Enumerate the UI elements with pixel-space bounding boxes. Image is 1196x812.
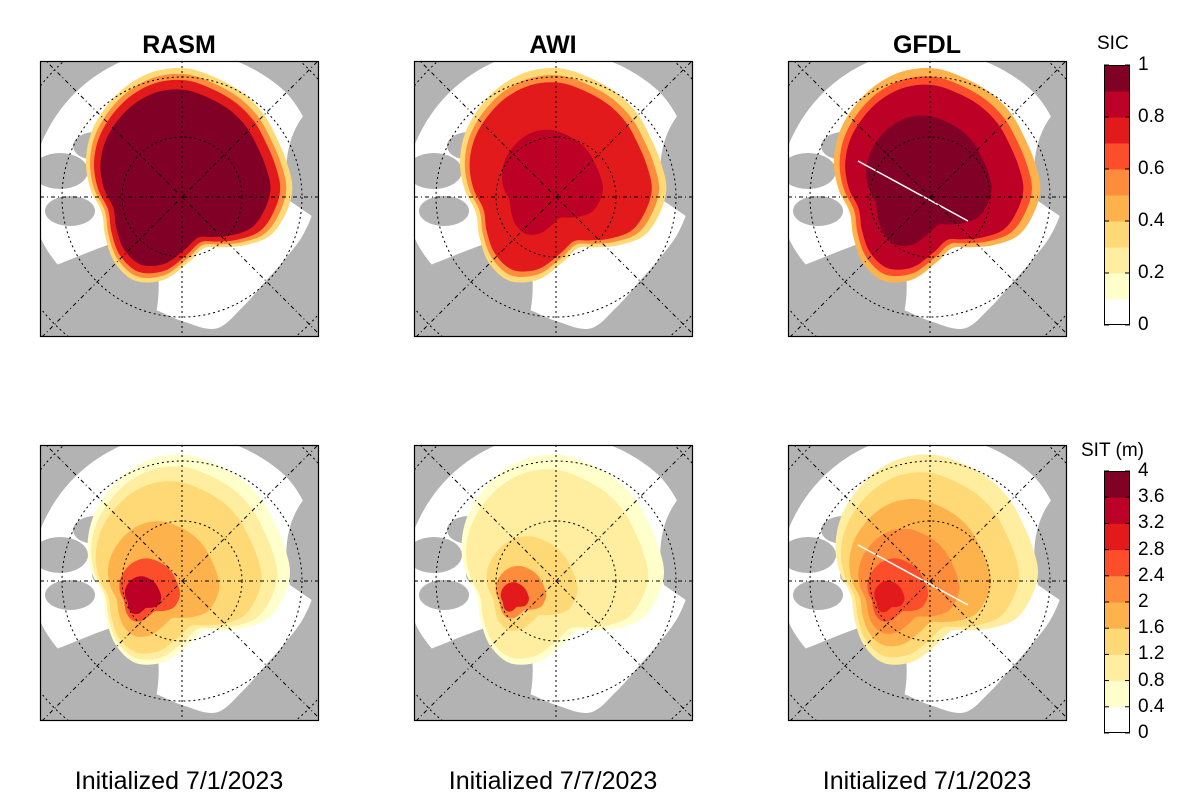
map-panel-sic-awi [414, 61, 693, 337]
colorbar-title-sic: SIC [1097, 33, 1129, 54]
colorbar-tick-label: 0.4 [1138, 210, 1165, 231]
colorbar-title-sit: SIT (m) [1081, 440, 1144, 461]
colorbar-tick-label: 3.6 [1138, 486, 1165, 508]
colorbar-tick-label: 0 [1138, 314, 1149, 335]
graticule [788, 445, 1067, 721]
ice-contour-level [501, 129, 604, 235]
colorbar-bin [1104, 549, 1130, 577]
ice-contour-level [866, 115, 992, 246]
colorbar-sic [1104, 64, 1130, 326]
colorbar-tick-label: 0.4 [1138, 695, 1165, 717]
ice-contour-level [500, 582, 529, 612]
initialized-label-gfdl: Initialized 7/1/2023 [822, 767, 1032, 795]
colorbar-tick-label: 0.2 [1138, 262, 1165, 283]
colorbar-tick-label: 0.8 [1138, 106, 1165, 127]
colorbar-sit [1104, 470, 1130, 734]
colorbar-bin [1104, 169, 1130, 196]
colorbar-bin [1104, 117, 1130, 144]
colorbar-tick-label: 4 [1138, 460, 1149, 481]
graticule [788, 61, 1067, 337]
colorbar-bin [1104, 575, 1130, 603]
map-panel-sic-rasm [40, 61, 319, 337]
panel-title-rasm: RASM [142, 31, 216, 59]
colorbar-tick-label: 2.8 [1138, 538, 1165, 560]
colorbar-bin [1104, 628, 1130, 655]
colorbar-bin [1104, 706, 1130, 734]
map-frame [787, 444, 1068, 722]
map-frame [787, 60, 1068, 338]
colorbar-bin [1104, 471, 1130, 498]
colorbar-bin [1104, 299, 1130, 326]
colorbar-tick-label: 3.2 [1138, 512, 1165, 534]
colorbar-bin [1104, 65, 1130, 92]
colorbar-bin [1104, 221, 1130, 248]
map-panel-sic-gfdl [788, 61, 1067, 337]
map-frame [413, 444, 694, 722]
panel-title-gfdl: GFDL [892, 31, 962, 59]
colorbar-tick-label: 1 [1138, 54, 1149, 75]
map-panel-sit-awi [414, 445, 693, 721]
colorbar-tick-label: 1.6 [1138, 617, 1165, 639]
colorbar-bin [1104, 680, 1130, 708]
colorbar-bin [1104, 91, 1130, 118]
graticule [40, 61, 319, 337]
initialized-label-awi: Initialized 7/7/2023 [448, 767, 658, 795]
initialized-label-rasm: Initialized 7/1/2023 [74, 767, 284, 795]
ice-contour-level [874, 580, 905, 613]
colorbar-bin [1104, 195, 1130, 222]
colorbar-tick-label: 0.8 [1138, 669, 1165, 691]
map-frame [413, 60, 694, 338]
colorbar-tick-label: 0.6 [1138, 158, 1165, 179]
colorbar-bin [1104, 602, 1130, 629]
colorbar-tick-label: 1.2 [1138, 643, 1165, 665]
colorbar-tick-label: 0 [1138, 722, 1149, 743]
graticule [414, 445, 693, 721]
colorbar-bin [1104, 654, 1130, 682]
colorbar-bin [1104, 497, 1130, 524]
panel-title-awi: AWI [529, 31, 577, 59]
graticule [414, 61, 693, 337]
colorbar-bin [1104, 273, 1130, 300]
colorbar-bin [1104, 523, 1130, 551]
colorbar-tick-label: 2.4 [1138, 564, 1165, 586]
ice-contour-level [124, 576, 162, 615]
graticule [40, 445, 319, 721]
ice-contour-level [100, 89, 271, 267]
map-frame [39, 60, 320, 338]
colorbar-bin [1104, 247, 1130, 274]
colorbar-bin [1104, 143, 1130, 170]
map-panel-sit-gfdl [788, 445, 1067, 721]
colorbar-tick-label: 2 [1138, 591, 1149, 612]
map-panel-sit-rasm [40, 445, 319, 721]
map-frame [39, 444, 320, 722]
